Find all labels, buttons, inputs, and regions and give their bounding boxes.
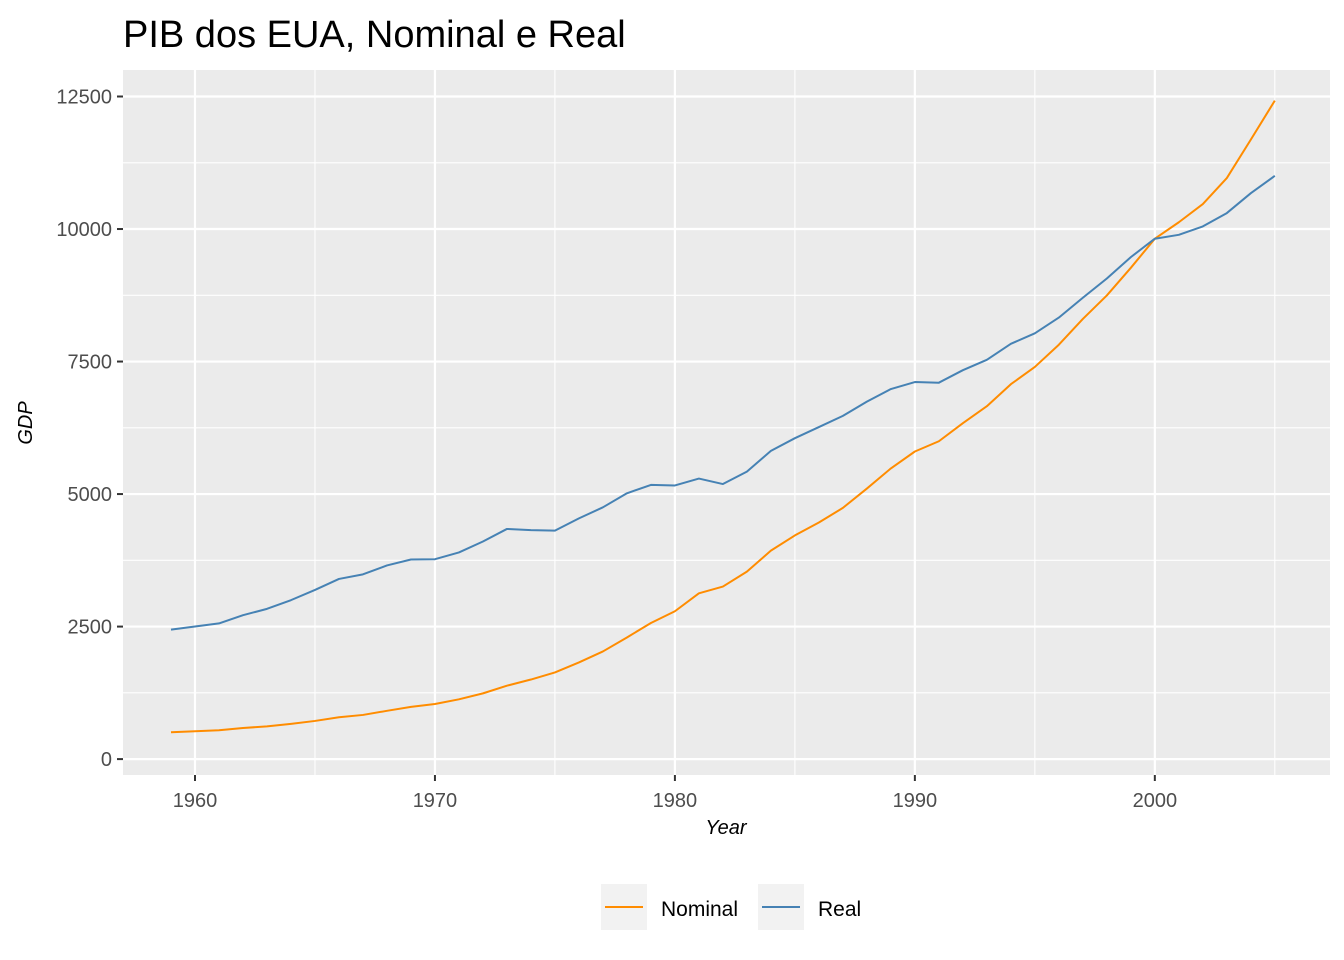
series-line-real [170, 175, 1276, 631]
y-tick-label: 7500 [68, 352, 113, 374]
plot-panel [123, 70, 1330, 775]
x-tick-label: 1960 [173, 790, 218, 812]
y-axis: 0 2500 5000 7500 10000 12500 [56, 87, 123, 771]
y-tick-label: 5000 [68, 484, 113, 506]
y-tick-label: 12500 [56, 87, 112, 109]
x-tick-label: 1970 [413, 790, 458, 812]
minor-gridlines [123, 70, 1330, 775]
y-tick-label: 2500 [68, 617, 113, 639]
y-tick-label: 10000 [56, 219, 112, 241]
x-tick-label: 2000 [1133, 790, 1178, 812]
x-tick-label: 1980 [653, 790, 698, 812]
series-lines [170, 100, 1276, 734]
series-line-nominal [170, 100, 1276, 734]
y-tick-label: 0 [101, 749, 112, 771]
x-axis: 1960 1970 1980 1990 2000 [173, 775, 1177, 812]
x-tick-label: 1990 [893, 790, 938, 812]
y-axis-title: GDP [15, 401, 37, 445]
legend-label-nominal: Nominal [661, 898, 738, 921]
major-gridlines [123, 70, 1330, 775]
x-axis-title: Year [705, 817, 747, 839]
legend-label-real: Real [818, 898, 861, 921]
chart-title: PIB dos EUA, Nominal e Real [123, 14, 626, 56]
legend: Nominal Real [601, 884, 861, 930]
